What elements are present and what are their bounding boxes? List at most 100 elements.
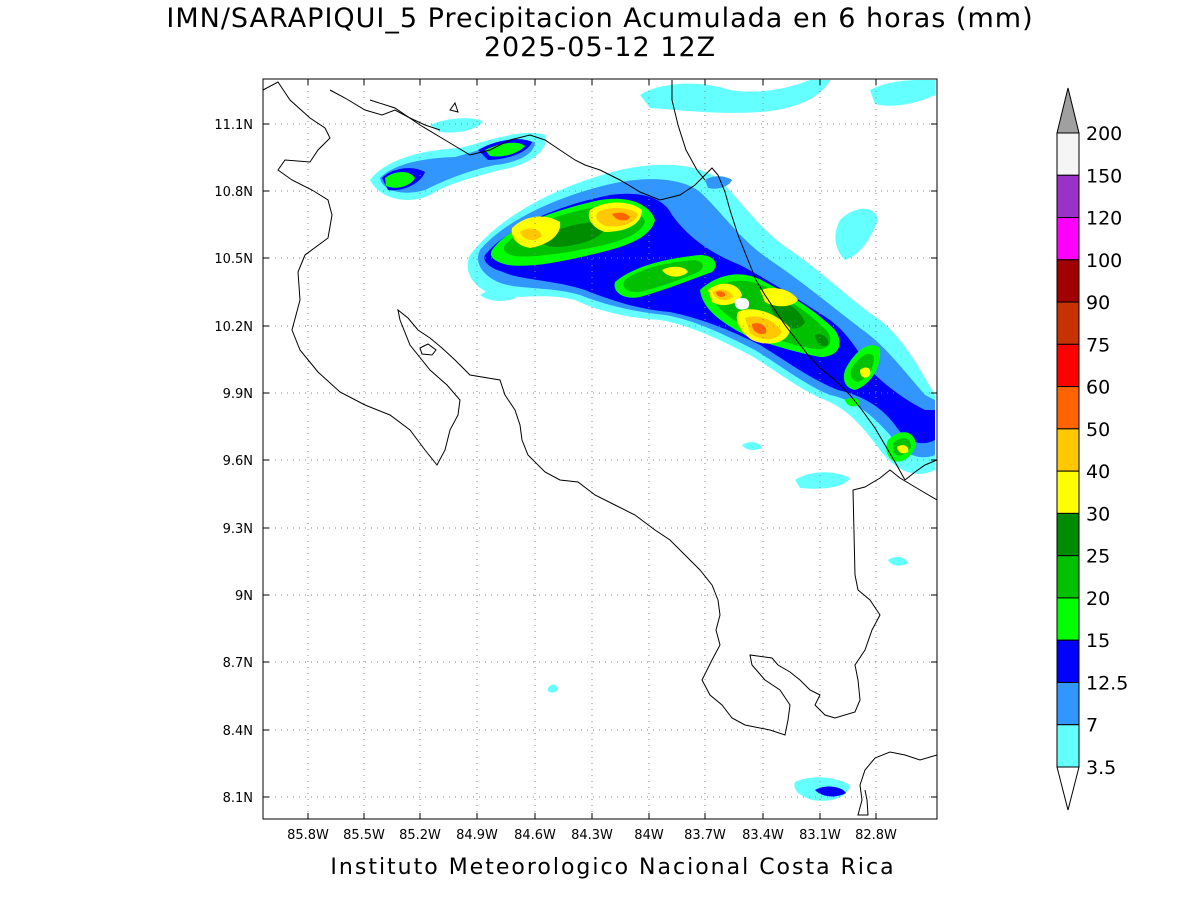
lat-label: 10.2N [214,320,253,335]
colorbar-segment [1056,512,1080,557]
lon-label: 84.6W [514,828,556,843]
precip-blob-small [430,118,483,133]
island-small-nw [449,101,459,113]
colorbar-segment [1056,724,1080,768]
precip-blob-tiny1 [547,684,558,693]
precip-blob-north-7 [705,176,732,189]
lon-label: 85.2W [399,828,441,843]
precip-core-5-40 [897,445,909,454]
colorbar-segment [1056,301,1080,345]
lat-label: 9.6N [223,454,253,469]
precip-core-1b-50 [520,228,542,241]
colorbar-label: 7 [1086,715,1098,737]
lat-label: 8.1N [223,791,253,806]
precip-core-1-60 [612,212,630,221]
lat-label: 8.7N [223,656,253,671]
colorbar-segment [1056,597,1080,641]
costa-rica-south-coast [857,751,937,816]
precip-blob-ne [870,80,935,106]
lon-label: 85.5W [343,828,385,843]
colorbar-segment [1056,132,1080,176]
colorbar-label: 12.5 [1086,672,1128,694]
colorbar-bottom-arrow [1056,766,1080,811]
precip-core-1-30 [540,222,605,247]
precip-blob-low [795,472,850,489]
lon-label: 84W [634,828,664,843]
lake-shore [329,89,441,131]
lon-label: 82.8W [855,828,897,843]
colorbar-label: 25 [1086,546,1110,568]
precip-blob-sw [480,287,520,302]
colorbar-segment [1056,343,1080,388]
precip-core-3-30 [769,299,805,329]
colorbar-segment [1056,174,1080,219]
precip-core-6 [385,172,415,188]
colorbar-label: 50 [1086,419,1110,441]
caribbean-coast-north [671,80,706,181]
colorbar-label: 150 [1086,165,1122,187]
map-title: IMN/SARAPIQUI_5 Precipitacion Acumulada … [166,3,1034,34]
colorbar-labels: 200 150 120 100 90 75 60 50 40 30 25 20 15 12.5 7 3.5 [1086,123,1128,779]
precip-blob-tiny3 [742,442,762,450]
longitude-labels: 85.8W 85.5W 85.2W 84.9W 84.6W 84.3W 84W 83.7W 83… [287,828,897,843]
colorbar-label: 100 [1086,250,1122,272]
colorbar-label: 30 [1086,503,1110,525]
colorbar-segment [1056,428,1080,472]
map-date: 2025-05-12 12Z [483,32,717,63]
precip-core-7 [485,142,525,157]
precip-core-8 [845,397,860,407]
precip-core-3b-30 [815,334,829,346]
precip-core-2-40 [662,266,688,277]
lat-label: 10.8N [214,185,253,200]
precip-core-3b-60 [716,291,726,297]
lon-label: 83.1W [799,828,841,843]
lon-label: 83.7W [684,828,726,843]
lon-label: 83.4W [742,828,784,843]
map-footer: Instituto Meteorologico Nacional Costa R… [330,855,896,880]
colorbar-segment [1056,217,1080,261]
colorbar-label: 75 [1086,334,1110,356]
lon-label: 84.3W [571,828,613,843]
lat-label: 8.4N [223,724,253,739]
colorbar-label: 15 [1086,630,1110,652]
lat-label: 9.3N [223,522,253,537]
latitude-labels: 11.1N 10.8N 10.5N 10.2N 9.9N 9.6N 9.3N 9N 8.7N 8.… [214,118,253,806]
colorbar-segment [1056,386,1080,430]
map-frame [262,78,938,820]
nicaragua-pacific-coast [263,81,937,736]
colorbar-label: 20 [1086,588,1110,610]
panama-border [904,459,937,481]
island-chira [419,343,437,356]
colorbar-label: 40 [1086,461,1110,483]
precip-core-4-40 [860,367,871,378]
coastline [263,80,937,816]
precip-gap-1 [734,297,750,310]
colorbar-label: 90 [1086,292,1110,314]
precip-core-4-25 [850,353,874,382]
lon-label: 84.9W [456,828,498,843]
precip-blob-se-12 [815,786,846,797]
colorbar-segment [1056,681,1080,726]
colorbar-label: 200 [1086,123,1122,145]
lat-label: 9.9N [223,387,253,402]
colorbar-label: 120 [1086,208,1122,230]
colorbar-segment [1056,470,1080,514]
colorbar-segment [1056,259,1080,303]
lat-label: 10.5N [214,252,253,267]
axis-ticks [263,79,937,819]
precipitation-field [370,80,935,801]
colorbar-segment [1056,639,1080,683]
colorbar-top-arrow [1056,87,1080,134]
colorbar-label: 60 [1086,377,1110,399]
precip-blob-tiny2 [888,556,908,566]
lat-label: 9N [235,589,253,604]
lon-label: 85.8W [287,828,329,843]
lat-label: 11.1N [214,118,253,133]
nicaragua-border [369,99,906,481]
map-grid [263,79,937,819]
precip-band-main-12 [484,193,935,444]
precip-blob-east [835,208,878,260]
colorbar-label: 3.5 [1086,757,1116,779]
colorbar [1056,87,1080,811]
